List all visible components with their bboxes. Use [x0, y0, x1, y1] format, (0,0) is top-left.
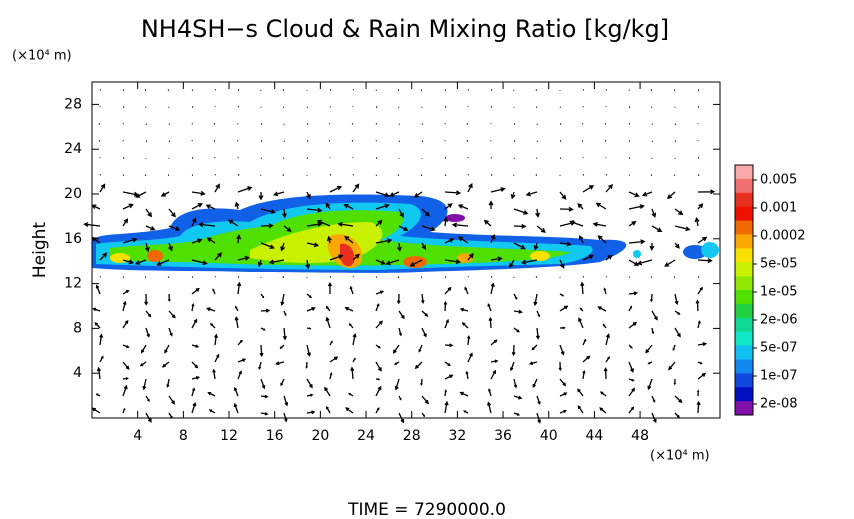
colorbar-frame	[734, 164, 754, 416]
y-unit-label: (×10⁴ m)	[12, 49, 72, 64]
colorbar-label: 0.005	[760, 173, 797, 188]
cloud-region	[147, 250, 163, 262]
x-tick-label: 48	[631, 428, 649, 444]
x-unit-label: (×10⁴ m)	[650, 449, 710, 464]
x-tick-label: 32	[448, 428, 466, 444]
cloud-region	[683, 245, 707, 259]
colorbar-label: 1e-07	[760, 369, 798, 384]
x-tick-label: 36	[494, 428, 512, 444]
x-tick-label: 8	[179, 428, 188, 444]
colorbar-label: 5e-05	[760, 257, 798, 272]
x-tick-label: 40	[540, 428, 558, 444]
colorbar-swatch	[735, 359, 753, 374]
colorbar-label: 1e-05	[760, 285, 798, 300]
colorbar-swatch	[735, 387, 753, 402]
colorbar-swatch	[735, 331, 753, 347]
cloud-region	[457, 253, 473, 263]
y-tick-label: 28	[64, 96, 82, 112]
colorbar-swatch	[735, 345, 753, 360]
cloud-region	[403, 256, 427, 268]
plot-frame	[91, 81, 721, 419]
x-tick-label: 44	[585, 428, 603, 444]
cloud-region	[701, 242, 719, 258]
colorbar-label: 0.001	[760, 201, 797, 216]
colorbar-swatch	[735, 303, 753, 319]
y-axis-title: Height	[30, 222, 50, 279]
colorbar-swatch	[735, 248, 753, 263]
colorbar-swatch	[735, 234, 753, 249]
cloud-region	[340, 243, 355, 267]
footer: TIME = 7290000.0	[347, 500, 506, 519]
colorbar-swatch	[735, 401, 753, 416]
colorbar-swatch	[735, 290, 753, 305]
cloud-field	[92, 194, 719, 273]
colorbar-swatch	[735, 276, 753, 291]
y-tick-label: 8	[73, 320, 82, 336]
colorbar-swatch	[735, 165, 753, 180]
colorbar-swatch	[735, 178, 753, 194]
x-tick-label: 4	[133, 428, 142, 444]
colorbar-label: 2e-06	[760, 313, 798, 328]
colorbar-swatch	[735, 262, 753, 277]
x-tick-label: 28	[403, 428, 421, 444]
cloud-region	[445, 214, 465, 222]
y-tick-label: 24	[64, 141, 82, 157]
x-tick-label: 24	[357, 428, 375, 444]
x-tick-label: 12	[220, 428, 238, 444]
colorbar-swatch	[735, 317, 753, 333]
colorbar-swatch	[735, 220, 753, 235]
y-tick-label: 20	[64, 186, 82, 202]
cloud-region	[530, 251, 550, 261]
cloud-region	[633, 250, 641, 258]
wind-vectors	[83, 88, 716, 424]
x-tick-label: 20	[311, 428, 329, 444]
colorbar-swatch	[735, 206, 753, 222]
y-tick-label: 16	[64, 231, 82, 247]
colorbar-label: 2e-08	[760, 397, 798, 412]
colorbar-swatch	[735, 192, 753, 208]
colorbar-label: 0.0002	[760, 229, 806, 244]
colorbar-label: 5e-07	[760, 341, 798, 356]
colorbar-swatch	[735, 373, 753, 388]
y-tick-label: 12	[64, 276, 82, 292]
y-tick-label: 4	[73, 365, 82, 381]
x-tick-label: 16	[266, 428, 284, 444]
chart-title: NH4SH−s Cloud & Rain Mixing Ratio [kg/kg…	[141, 15, 669, 43]
